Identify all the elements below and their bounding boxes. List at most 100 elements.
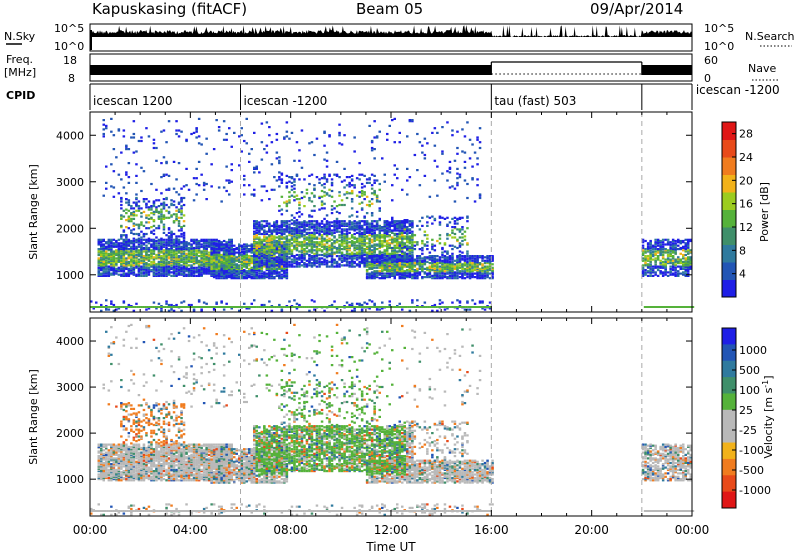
echo-cell — [378, 224, 381, 227]
echo-cell — [102, 238, 105, 241]
echo-cell — [217, 258, 221, 261]
echo-cell — [285, 224, 289, 227]
echo-cell — [325, 178, 329, 181]
echo-cell — [270, 249, 274, 252]
echo-cell — [192, 274, 196, 277]
echo-cell — [325, 245, 329, 248]
echo-cell — [268, 249, 271, 252]
echo-cell — [243, 271, 246, 274]
echo-cell — [190, 246, 193, 250]
echo-cell — [283, 237, 286, 240]
echo-cell — [378, 255, 381, 258]
echo-cell — [142, 248, 146, 251]
echo-cell — [318, 195, 321, 198]
echo-cell — [310, 265, 314, 268]
echo-cell — [172, 274, 176, 277]
echo-cell — [461, 228, 464, 231]
echo-cell — [167, 271, 171, 274]
echo-cell — [421, 246, 424, 250]
echo-cell — [207, 244, 211, 247]
echo-cell — [268, 253, 271, 257]
echo-cell — [245, 270, 248, 273]
echo-cell — [656, 266, 660, 269]
echo-cell — [345, 260, 349, 263]
echo-cell — [180, 205, 183, 208]
echo-cell — [393, 226, 396, 229]
echo-cell — [147, 249, 151, 252]
echo-cell — [438, 271, 442, 274]
echo-cell — [295, 237, 299, 240]
echo-cell — [135, 214, 138, 217]
echo-cell — [160, 274, 163, 277]
echo-cell — [368, 227, 371, 230]
echo-cell — [127, 220, 131, 223]
echo-cell — [401, 221, 404, 224]
echo-cell — [398, 266, 401, 269]
echo-cell — [110, 253, 113, 257]
echo-cell — [373, 227, 376, 230]
echo-cell — [115, 244, 118, 247]
echo-cell — [368, 246, 371, 250]
echo-cell — [107, 249, 111, 252]
echo-cell — [393, 258, 396, 261]
echo-cell — [175, 235, 178, 238]
echo-cell — [167, 212, 171, 215]
echo-cell — [270, 270, 274, 273]
echo-cell — [471, 274, 474, 277]
echo-cell — [265, 276, 269, 279]
echo-cell — [107, 248, 111, 251]
echo-cell — [363, 258, 366, 261]
echo-cell — [107, 244, 111, 247]
echo-cell — [273, 267, 276, 270]
echo-cell — [248, 256, 251, 259]
echo-cell — [137, 249, 141, 252]
echo-cell — [147, 258, 151, 261]
echo-cell — [378, 230, 381, 233]
echo-cell — [305, 231, 309, 234]
echo-cell — [365, 246, 369, 250]
echo-cell — [220, 245, 223, 248]
echo-cell — [217, 245, 221, 248]
echo-cell — [461, 272, 464, 275]
echo-cell — [386, 231, 389, 234]
echo-cell — [391, 237, 394, 240]
echo-cell — [438, 223, 442, 226]
echo-cell — [388, 224, 391, 227]
echo-cell — [386, 223, 389, 226]
echo-cell — [323, 186, 326, 189]
echo-cell — [122, 264, 126, 267]
echo-cell — [140, 212, 143, 215]
echo-cell — [278, 235, 281, 238]
echo-cell — [471, 272, 474, 275]
echo-cell — [353, 249, 356, 252]
echo-cell — [195, 269, 198, 272]
echo-cell — [483, 270, 487, 273]
echo-cell — [303, 256, 306, 259]
echo-cell — [105, 253, 108, 257]
echo-cell — [350, 239, 354, 243]
echo-cell — [491, 266, 494, 269]
echo-cell — [298, 226, 301, 229]
echo-cell — [481, 259, 484, 262]
echo-cell — [375, 228, 379, 231]
echo-cell — [245, 243, 248, 246]
echo-cell — [280, 246, 284, 250]
echo-cell — [112, 272, 116, 275]
echo-cell — [406, 219, 409, 222]
echo-cell — [305, 192, 309, 195]
echo-cell — [373, 256, 376, 259]
echo-cell — [330, 224, 334, 227]
echo-cell — [398, 264, 401, 267]
echo-cell — [476, 258, 479, 261]
echo-cell — [381, 270, 384, 273]
echo-cell — [398, 258, 401, 261]
echo-cell — [365, 227, 369, 230]
echo-cell — [478, 274, 482, 277]
echo-cell — [295, 244, 299, 247]
echo-cell — [463, 262, 467, 265]
echo-cell — [360, 228, 364, 231]
echo-cell — [320, 195, 324, 198]
echo-cell — [182, 214, 186, 217]
echo-cell — [145, 250, 148, 253]
echo-cell — [438, 256, 442, 259]
